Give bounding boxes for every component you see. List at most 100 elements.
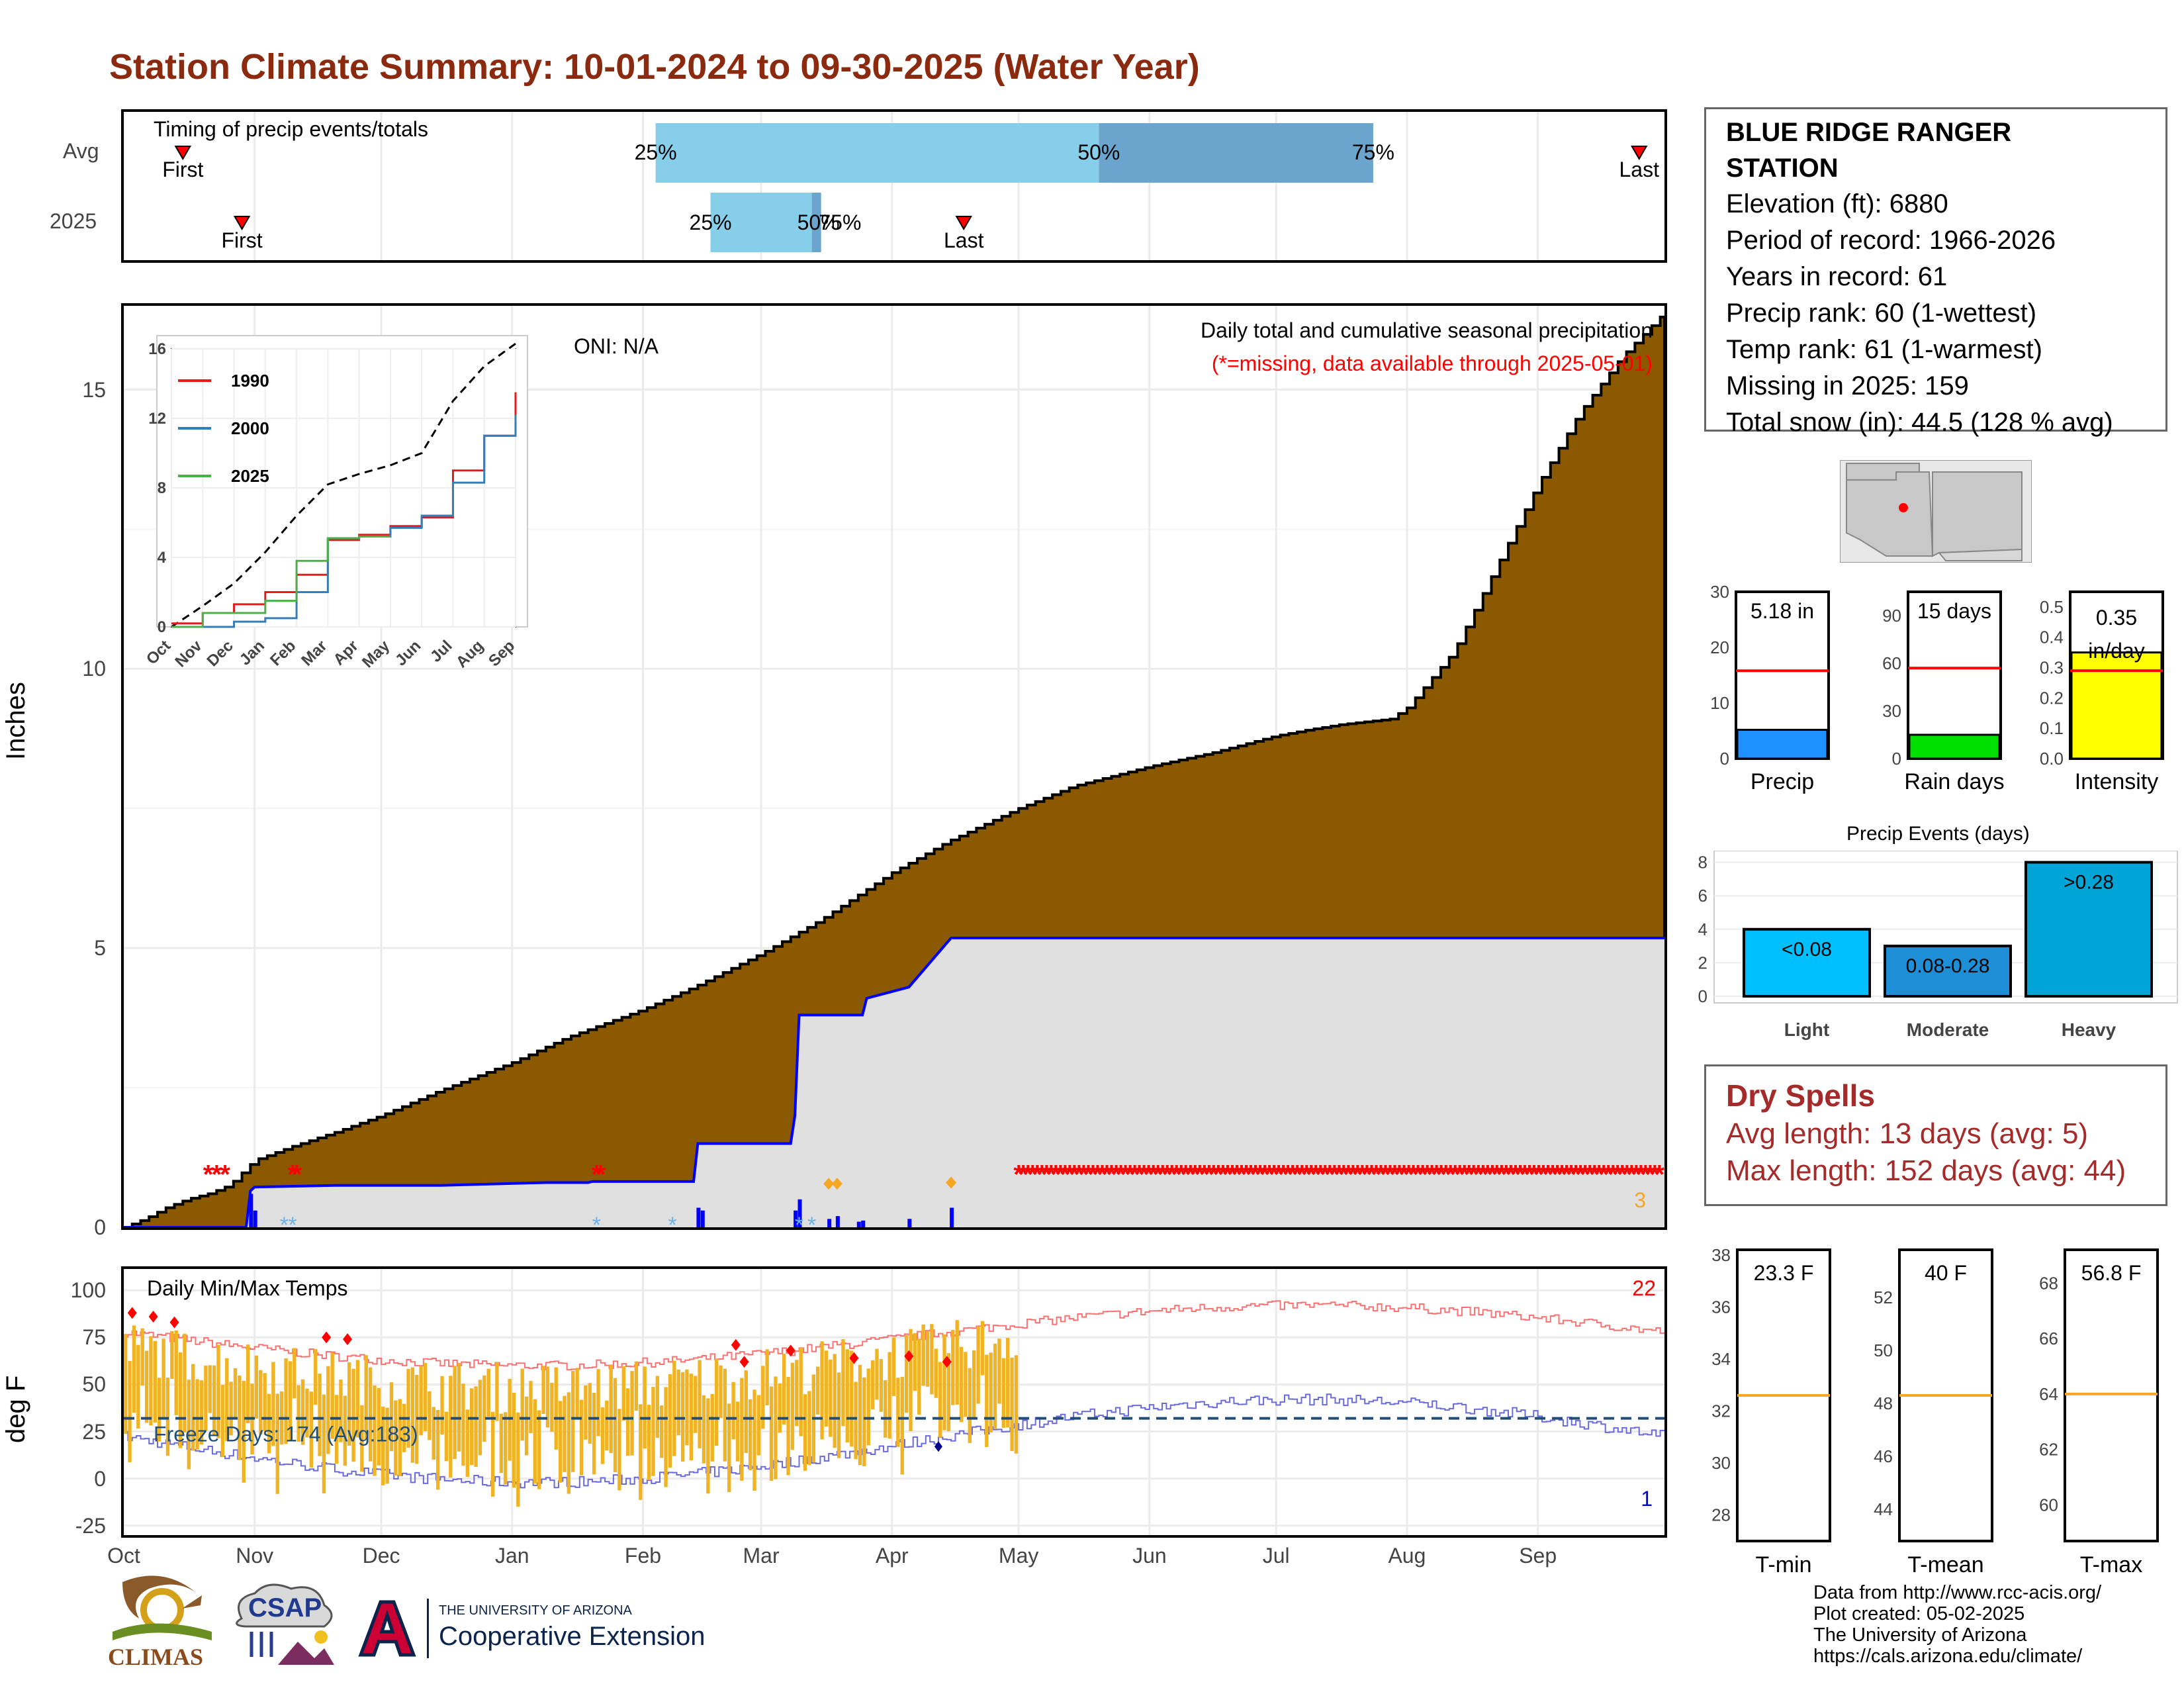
missing-marker: * [1631, 1160, 1641, 1190]
events-chart: 0 2 4 6 8 <0.08 Light 0.08-0.28 Moderate >0.28 Hea… [1698, 851, 2178, 1040]
temp-bar [845, 1349, 850, 1443]
missing-marker: * [1125, 1160, 1136, 1190]
inset-series-Avg [171, 342, 516, 628]
temp-bar [132, 1325, 136, 1413]
missing-marker: * [1524, 1160, 1535, 1190]
temp-bar [668, 1374, 672, 1468]
missing-marker: * [1148, 1160, 1159, 1190]
mini-y-tick: 0.3 [2040, 658, 2064, 678]
temp-bar [951, 1330, 955, 1405]
missing-marker: * [1144, 1160, 1154, 1190]
temp-bar [512, 1392, 516, 1488]
ua-logo-line2: Cooperative Extension [439, 1622, 705, 1651]
temp-mini-y-tick: 30 [1711, 1453, 1731, 1473]
missing-marker: * [1381, 1160, 1391, 1190]
precip-y-tick: 10 [82, 657, 106, 681]
temp-bar [444, 1411, 449, 1462]
missing-marker: * [1041, 1160, 1052, 1190]
inset-x-tick: Jun [392, 637, 424, 669]
avg-last-label: Last [1619, 158, 1659, 181]
events-x-label: Heavy [2062, 1019, 2116, 1040]
temp-bar [490, 1411, 495, 1497]
temp-y-tick: -25 [75, 1513, 106, 1538]
temp-bar [820, 1341, 824, 1440]
temp-bar [639, 1404, 643, 1500]
temp-bar [596, 1369, 600, 1436]
temp-bar [432, 1407, 435, 1460]
snow-marker: * [592, 1213, 601, 1227]
temp-bar [744, 1370, 748, 1453]
temp-bar [165, 1378, 170, 1456]
location-map [1840, 460, 2032, 563]
missing-marker: * [203, 1160, 214, 1190]
missing-marker: * [1390, 1160, 1400, 1190]
temp-panel: Daily Min/Max Temps Freeze Days: 174 (Avg… [121, 1266, 1667, 1538]
temp-bar [212, 1365, 216, 1436]
missing-marker: * [220, 1160, 230, 1190]
missing-marker: * [1050, 1160, 1061, 1190]
temp-bar [803, 1394, 807, 1471]
temp-bar [457, 1362, 461, 1452]
temp-bar [360, 1405, 364, 1472]
inset-y-tick: 0 [158, 618, 166, 636]
record-high-marker [942, 1356, 952, 1368]
temp-bar [402, 1403, 406, 1452]
temp-bar [841, 1338, 845, 1427]
temp-bar [440, 1376, 444, 1435]
temp-mini-x-label: T-mean [1907, 1552, 1983, 1577]
temp-bar [917, 1338, 921, 1415]
missing-marker: * [1450, 1160, 1461, 1190]
missing-marker: * [1134, 1160, 1145, 1190]
temp-bar [900, 1376, 904, 1475]
temp-bar [850, 1350, 854, 1447]
missing-marker: * [1273, 1160, 1284, 1190]
temp-bar [1014, 1355, 1019, 1454]
csap-logo-text: CSAP [248, 1593, 322, 1622]
mini-x-label: Intensity [2075, 769, 2159, 794]
month-tick: Feb [624, 1544, 662, 1568]
month-tick: Aug [1388, 1544, 1426, 1568]
temp-bar [524, 1396, 529, 1456]
missing-marker: * [1185, 1160, 1196, 1190]
temp-bar [605, 1400, 609, 1451]
missing-marker: * [1013, 1160, 1024, 1190]
temp-bar [609, 1364, 613, 1453]
temp-bar [925, 1331, 930, 1387]
missing-marker: * [1218, 1160, 1228, 1190]
missing-marker: * [1278, 1160, 1289, 1190]
temp-bar [660, 1405, 664, 1458]
credit-data-source: Data from http://www.rcc-acis.org/ [1813, 1582, 2102, 1603]
temp-bar [1010, 1357, 1014, 1452]
missing-marker: * [1621, 1160, 1632, 1190]
missing-marker: * [1464, 1160, 1475, 1190]
month-tick: Jul [1262, 1544, 1290, 1568]
temp-label: Daily Min/Max Temps [147, 1276, 347, 1300]
temp-bar [174, 1330, 178, 1415]
station-period: Period of record: 1966-2026 [1726, 226, 2056, 255]
snow-marker: * [668, 1213, 677, 1227]
temp-bar [676, 1369, 680, 1436]
temp-bar [993, 1343, 997, 1429]
missing-marker: * [1162, 1160, 1173, 1190]
missing-marker: * [1264, 1160, 1275, 1190]
temp-bar [930, 1324, 934, 1395]
record-marker [946, 1176, 957, 1189]
inset-x-tick: Sep [485, 637, 518, 670]
temp-bar [862, 1377, 866, 1466]
station-info-box: BLUE RIDGE RANGER STATION Elevation (ft)… [1704, 107, 2167, 437]
avg-last-marker [1630, 146, 1648, 160]
missing-marker: * [1506, 1160, 1516, 1190]
missing-marker: * [1482, 1160, 1493, 1190]
temp-bar [533, 1399, 537, 1484]
page-title: Station Climate Summary: 10-01-2024 to 0… [109, 47, 1200, 87]
temp-bar [1006, 1337, 1010, 1428]
temp-bar [254, 1355, 259, 1419]
events-y-tick: 8 [1698, 853, 1707, 872]
temp-bar [541, 1366, 545, 1415]
temp-bar [694, 1376, 698, 1433]
events-y-tick: 2 [1698, 953, 1707, 972]
missing-marker: * [1310, 1160, 1321, 1190]
missing-marker: * [1306, 1160, 1316, 1190]
missing-marker: * [1473, 1160, 1484, 1190]
temp-bar [896, 1378, 900, 1447]
